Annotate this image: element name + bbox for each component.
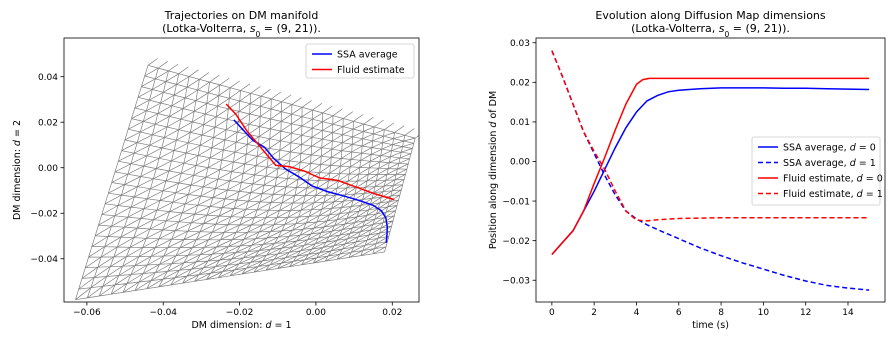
x-tick-label: −0.06	[73, 308, 101, 318]
y-tick-label: 0.03	[510, 39, 530, 49]
y-tick-label: −0.01	[502, 197, 530, 207]
x-tick-label: 14	[842, 308, 854, 318]
y-tick-label: 0.01	[510, 118, 530, 128]
y-tick-label: 0.00	[510, 158, 530, 168]
legend-box	[751, 136, 881, 206]
plot-frame	[63, 37, 420, 303]
x-tick-label: 0.02	[382, 308, 402, 318]
x-tick-label: 0.00	[306, 308, 326, 318]
series-line-2	[551, 50, 870, 291]
series-line-2	[225, 103, 395, 201]
legend: SSA average, d = 0 SSA average, d = 1 Flui…	[751, 136, 883, 206]
chart-panel-1: −0.06 −0.04 −0.02 0.00 0.02 −0.04 −0.02 0.00 0.0…	[12, 9, 420, 331]
chart-title: Evolution along Diffusion Map dimensions	[595, 9, 826, 22]
x-axis-label: time (s)	[692, 320, 729, 331]
legend-label: SSA average, d = 1	[783, 158, 876, 169]
y-tick-label: −0.03	[502, 276, 530, 286]
x-tick-label: 0	[549, 308, 555, 318]
y-axis-label: Position along dimension d of DM	[488, 91, 499, 249]
legend-label: Fluid estimate, d = 0	[783, 173, 883, 184]
x-tick-label: 12	[800, 308, 811, 318]
y-tick-label: −0.04	[30, 255, 58, 265]
legend-label: SSA average	[337, 49, 398, 60]
chart-title: Trajectories on DM manifold	[164, 9, 319, 22]
series-line-3	[551, 77, 870, 255]
y-tick-label: 0.00	[38, 164, 58, 174]
x-axis-label: DM dimension: d = 1	[191, 320, 291, 331]
plot-frame	[535, 37, 886, 303]
legend-label: Fluid estimate	[337, 65, 405, 76]
x-tick-label: −0.02	[226, 308, 254, 318]
x-tick-label: 6	[676, 308, 682, 318]
series-line-1	[233, 119, 389, 243]
y-axis-label: DM dimension: d = 2	[12, 120, 23, 220]
legend-label: SSA average, d = 0	[783, 142, 876, 153]
manifold-mesh	[75, 58, 419, 301]
chart-panel-2: 0 2 4 6 8 10 12 14 −0.03 −0.02 −0.01 0.00 0.01 0.02 0.…	[488, 9, 886, 331]
y-tick-label: −0.02	[30, 209, 58, 219]
legend-label: Fluid estimate, d = 1	[783, 189, 883, 200]
y-tick-label: 0.04	[38, 73, 58, 83]
x-tick-label: 8	[718, 308, 724, 318]
y-tick-label: 0.02	[510, 79, 530, 89]
series-line-4	[551, 50, 870, 222]
x-tick-label: 2	[591, 308, 597, 318]
chart-subtitle: (Lotka-Volterra, s0 = (9, 21)).	[631, 22, 790, 39]
chart-subtitle: (Lotka-Volterra, s0 = (9, 21)).	[162, 22, 321, 39]
x-tick-label: −0.04	[149, 308, 177, 318]
series-line-1	[551, 87, 870, 255]
x-tick-label: 4	[634, 308, 640, 318]
legend-box	[305, 43, 415, 79]
y-tick-label: 0.02	[38, 118, 58, 128]
y-tick-label: −0.02	[502, 237, 530, 247]
x-tick-label: 10	[758, 308, 770, 318]
legend: SSA average Fluid estimate	[305, 43, 415, 79]
